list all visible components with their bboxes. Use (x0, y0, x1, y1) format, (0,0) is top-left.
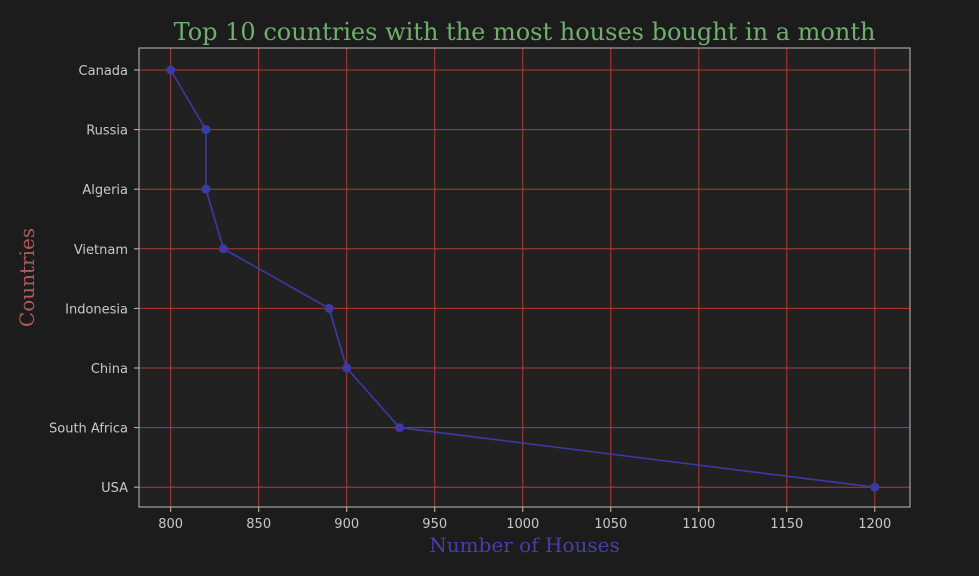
data-point (870, 482, 880, 492)
tick-layer: 800 850 900 950 1000 1050 1100 1150 1200 Canada Ru… (49, 64, 891, 532)
x-tick-label: 1000 (506, 517, 539, 532)
x-tick-label: 900 (334, 517, 359, 532)
x-tick-label: 850 (246, 517, 271, 532)
data-point (324, 303, 334, 313)
chart-title: Top 10 countries with the most houses bo… (174, 18, 876, 46)
y-tick-label: Vietnam (74, 243, 128, 258)
data-point (218, 244, 228, 254)
data-point (342, 363, 352, 373)
x-tick-label: 1100 (682, 517, 715, 532)
x-tick-label: 950 (422, 517, 447, 532)
y-axis-title: Countries (15, 228, 39, 327)
y-tick-label: Canada (79, 64, 128, 79)
data-point (395, 423, 405, 433)
x-axis-title: Number of Houses (429, 533, 619, 557)
plot-frame (138, 47, 911, 508)
x-tick-label: 1200 (858, 517, 891, 532)
x-tick-label: 1150 (770, 517, 803, 532)
y-tick-label: China (91, 362, 128, 377)
x-tick-label: 800 (158, 517, 183, 532)
y-tick-label: Algeria (82, 183, 128, 198)
data-point (166, 65, 176, 75)
data-point (201, 184, 211, 194)
x-tick-label: 1050 (594, 517, 627, 532)
series-layer (166, 65, 880, 492)
grid-layer (139, 48, 910, 507)
y-tick-label: Russia (86, 124, 128, 139)
y-tick-label: South Africa (49, 422, 128, 437)
plot-area (139, 48, 910, 507)
data-point (201, 125, 211, 135)
series-line (169, 69, 875, 488)
y-tick-label: Indonesia (65, 302, 128, 317)
y-tick-label: USA (101, 481, 128, 496)
